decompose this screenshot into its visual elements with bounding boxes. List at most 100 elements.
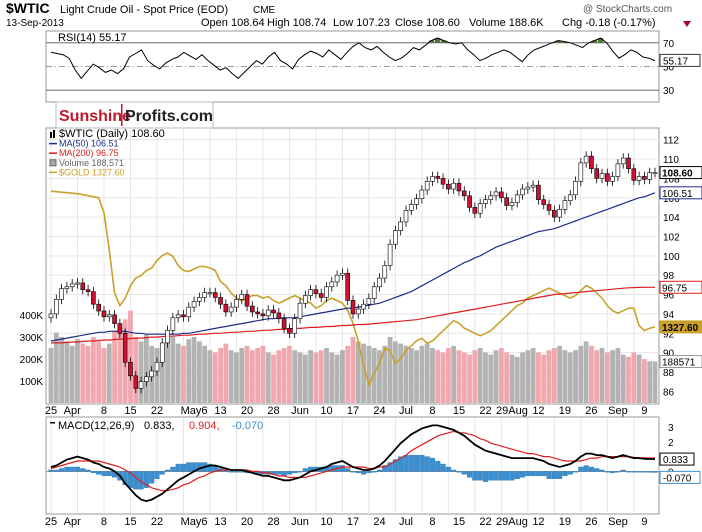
price-x-label: Jul (399, 405, 413, 417)
macd-histogram-bar (599, 469, 605, 472)
candle-body (552, 210, 557, 218)
candle-body (334, 274, 340, 283)
candle-body (197, 297, 202, 302)
macd-value-box (659, 452, 695, 466)
price-tick-label: 112 (663, 136, 679, 147)
volume-bar (647, 361, 653, 403)
quote-high: High 108.74 (267, 17, 326, 29)
price-x-label: Sep (608, 405, 628, 417)
macd-histogram-bar (85, 469, 91, 472)
volume-bar (297, 352, 303, 403)
price-x-label: Jun (291, 405, 309, 417)
macd-x-label: 8 (429, 516, 435, 528)
volume-bar (196, 341, 202, 403)
candle-body (133, 375, 139, 389)
macd-tick-label: 3 (668, 423, 674, 434)
macd-histogram-bar (122, 471, 128, 485)
candle-body (223, 303, 229, 313)
macd-histogram-bar (636, 471, 642, 473)
volume-bar (133, 337, 139, 403)
macd-histogram-bar (594, 468, 600, 472)
legend-volume-icon (49, 159, 57, 167)
volume-bar (583, 341, 589, 403)
macd-histogram-bar (557, 471, 563, 480)
chart-date: 13-Sep-2013 (6, 18, 64, 29)
candle-body (250, 305, 255, 313)
price-tick-label: 100 (663, 252, 680, 263)
macd-histogram-bar (149, 471, 155, 484)
price-x-label: 29Aug (496, 405, 528, 417)
volume-bar (302, 354, 308, 403)
quote-volume: Volume 188.6K (469, 17, 544, 29)
macd-x-label: 12 (532, 516, 544, 528)
price-tick-label: 86 (663, 387, 675, 398)
volume-bar (440, 352, 446, 403)
macd-histogram-bar (583, 465, 589, 472)
price-x-label: 17 (347, 405, 359, 417)
price-tick-label: 90 (663, 349, 675, 360)
macd-x-label: Apr (64, 516, 81, 528)
macd-x-label: 9 (641, 516, 647, 528)
macd-x-label: 24 (373, 516, 385, 528)
macd-tick-label: 2 (668, 438, 674, 449)
rsi-overbought-shade (440, 40, 447, 43)
candle-body (361, 303, 366, 310)
candle-body (461, 190, 467, 197)
volume-bar (578, 345, 584, 403)
candle-body (371, 286, 377, 299)
candle-body (578, 162, 584, 182)
macd-histogram-bar (562, 471, 568, 477)
rsi-plot: RSI(14) 55.17 70 50 30 55.17 (46, 32, 701, 97)
price-x-label: 25 (45, 405, 57, 417)
macd-histogram-bar (403, 454, 409, 472)
price-tick-label: 92 (663, 329, 675, 340)
volume-bar (371, 348, 377, 403)
volume-bar (313, 352, 319, 403)
macd-histogram-bar (48, 469, 54, 472)
macd-histogram-bar (467, 471, 473, 478)
volume-bar (541, 354, 547, 403)
candle-body (260, 313, 266, 317)
volume-bar (536, 352, 541, 403)
legend-entry: MA(50) 106.51 (59, 139, 119, 149)
volume-bar (218, 348, 223, 403)
price-tick-label: 94 (663, 310, 675, 321)
macd-histogram-bar (350, 471, 356, 473)
candle-body (424, 180, 430, 191)
rsi-overbought-shade (428, 40, 435, 43)
value-box-ma50 (659, 186, 702, 200)
macd-x-label: 28 (267, 516, 279, 528)
volume-bar (69, 345, 75, 403)
volume-bar (366, 345, 372, 403)
volume-bar (398, 343, 404, 403)
volume-bar (117, 326, 123, 403)
macd-histogram-bar (408, 454, 414, 472)
candle-body (112, 314, 117, 324)
candle-body (202, 292, 207, 298)
macd-histogram-bar (535, 471, 541, 477)
candle-body (191, 301, 197, 308)
macd-histogram-bar (286, 471, 292, 475)
volume-bar (414, 350, 419, 403)
volume-bar (615, 348, 621, 403)
candle-body (276, 312, 282, 320)
candle-body (504, 197, 509, 206)
volume-bar (355, 341, 361, 403)
candle-body (610, 176, 615, 182)
macd-x-label: Jul (399, 516, 413, 528)
macd-histogram-bar (419, 454, 425, 472)
candle-body (636, 176, 642, 181)
candle-body (393, 230, 398, 245)
candle-body (499, 191, 504, 199)
value-label-gold: 1327.60 (662, 323, 699, 334)
rsi-overbought-shade (597, 38, 604, 43)
volume-bar (589, 345, 594, 403)
volume-tick-label: 400K (20, 311, 44, 322)
price-x-label: 22 (479, 405, 491, 417)
candle-body (117, 323, 123, 334)
candle-body (488, 195, 494, 200)
volume-bar (159, 345, 165, 403)
candle-body (69, 283, 75, 288)
volume-bar (186, 339, 192, 403)
volume-bar (271, 354, 276, 403)
